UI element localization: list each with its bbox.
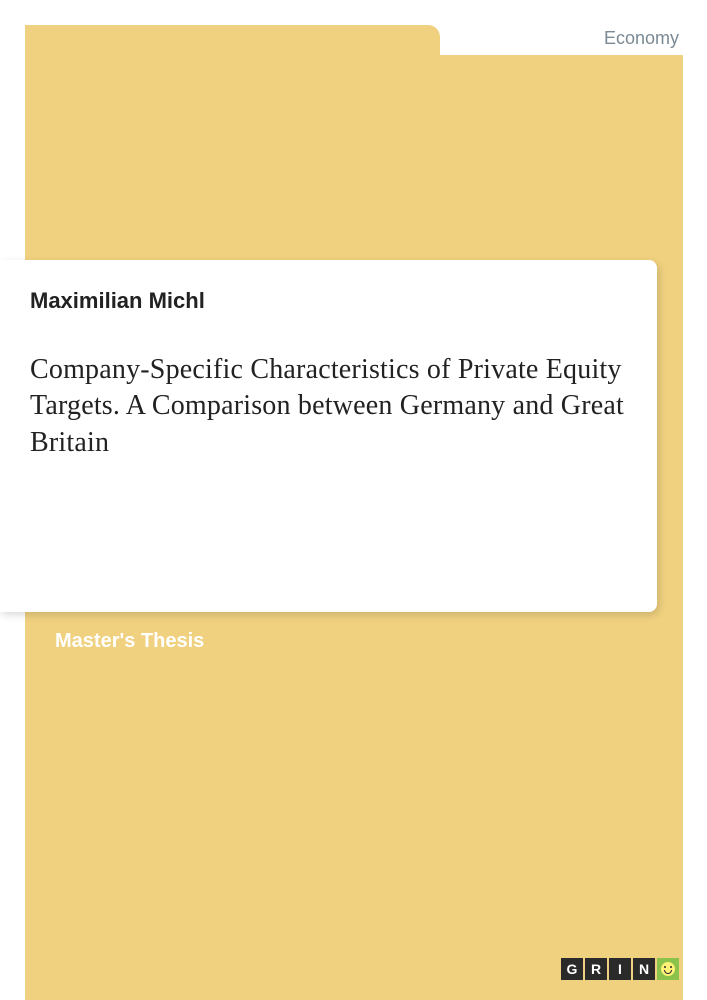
document-title: Company-Specific Characteristics of Priv… <box>30 352 627 461</box>
logo-letter: N <box>633 958 655 980</box>
logo-letter: I <box>609 958 631 980</box>
logo-letter: R <box>585 958 607 980</box>
category-label: Economy <box>604 28 679 49</box>
cover-page: Economy Maximilian Michl Company-Specifi… <box>0 0 707 1000</box>
author-name: Maximilian Michl <box>30 288 627 314</box>
logo-letter: G <box>561 958 583 980</box>
title-card: Maximilian Michl Company-Specific Charac… <box>0 260 657 612</box>
logo-smiley-icon <box>657 958 679 980</box>
document-type: Master's Thesis <box>55 630 204 653</box>
publisher-logo: G R I N <box>561 958 679 980</box>
